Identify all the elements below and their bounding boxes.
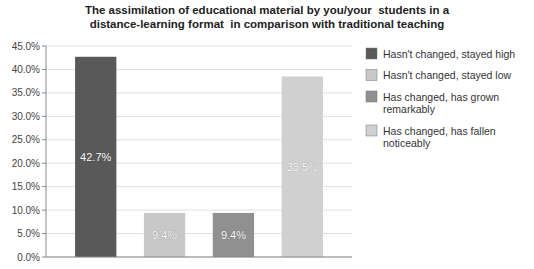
data-label: 38.5% (287, 161, 318, 173)
background (0, 0, 534, 269)
tick-label: 5.0% (17, 228, 40, 239)
tick-mark (42, 163, 46, 164)
legend-label-line: Has changed, has fallen (383, 125, 496, 137)
legend-label-line: Hasn't changed, stayed low (383, 69, 511, 81)
bars (75, 57, 323, 257)
tick-mark (42, 139, 46, 140)
grid-line (46, 46, 352, 47)
legend-swatch (366, 70, 377, 81)
tick-label: 0.0% (17, 252, 40, 263)
title-line: The assimilation of educational material… (85, 4, 450, 16)
x-axis-line (46, 257, 352, 258)
tick-label: 20.0% (12, 158, 40, 169)
tick-label: 40.0% (12, 64, 40, 75)
tick-mark (42, 257, 46, 258)
legend-label: Hasn't changed, stayed low (383, 69, 511, 81)
tick-label: 30.0% (12, 111, 40, 122)
bar (144, 213, 185, 257)
title-line: distance-learning format in comparison w… (90, 18, 445, 30)
grid-line (46, 257, 352, 258)
legend-label-line: noticeably (383, 137, 431, 149)
chart: The assimilation of educational material… (0, 0, 534, 269)
legend: Hasn't changed, stayed high Hasn't change… (366, 48, 515, 150)
legend-swatch (366, 91, 377, 102)
legend-label-line: Has changed, has grown (383, 91, 499, 103)
tick-mark (42, 92, 46, 93)
tick-label: 45.0% (12, 41, 40, 52)
legend-label-line: Hasn't changed, stayed high (383, 48, 515, 60)
tick-mark (42, 186, 46, 187)
title: The assimilation of educational material… (85, 4, 450, 30)
legend-swatch (366, 125, 377, 136)
bar (282, 76, 323, 257)
legend-label: Hasn't changed, stayed high (383, 48, 515, 60)
legend-label-line: remarkably (383, 103, 436, 115)
tick-mark (42, 69, 46, 70)
tick-mark (42, 46, 46, 47)
tick-mark (42, 116, 46, 117)
y-axis-line (46, 46, 47, 257)
tick-mark (42, 210, 46, 211)
legend-label: Has changed, has fallennoticeably (383, 125, 496, 150)
legend-label: Has changed, has grownremarkably (383, 91, 499, 116)
bar (213, 213, 254, 257)
legend-swatch (366, 48, 377, 59)
tick-label: 10.0% (12, 205, 40, 216)
tick-label: 35.0% (12, 87, 40, 98)
tick-label: 15.0% (12, 181, 40, 192)
data-labels: 42.7% 9.4% 9.4% 38.5% (80, 151, 318, 241)
bar (75, 57, 116, 257)
data-label: 9.4% (221, 229, 246, 241)
data-label: 42.7% (80, 151, 111, 163)
data-label: 9.4% (152, 229, 177, 241)
tick-mark (42, 233, 46, 234)
y-axis: 0.0% 5.0% 10.0% 15.0% 20.0% 25.0% 30.0% 35.0% 40… (12, 41, 352, 263)
tick-label: 25.0% (12, 134, 40, 145)
